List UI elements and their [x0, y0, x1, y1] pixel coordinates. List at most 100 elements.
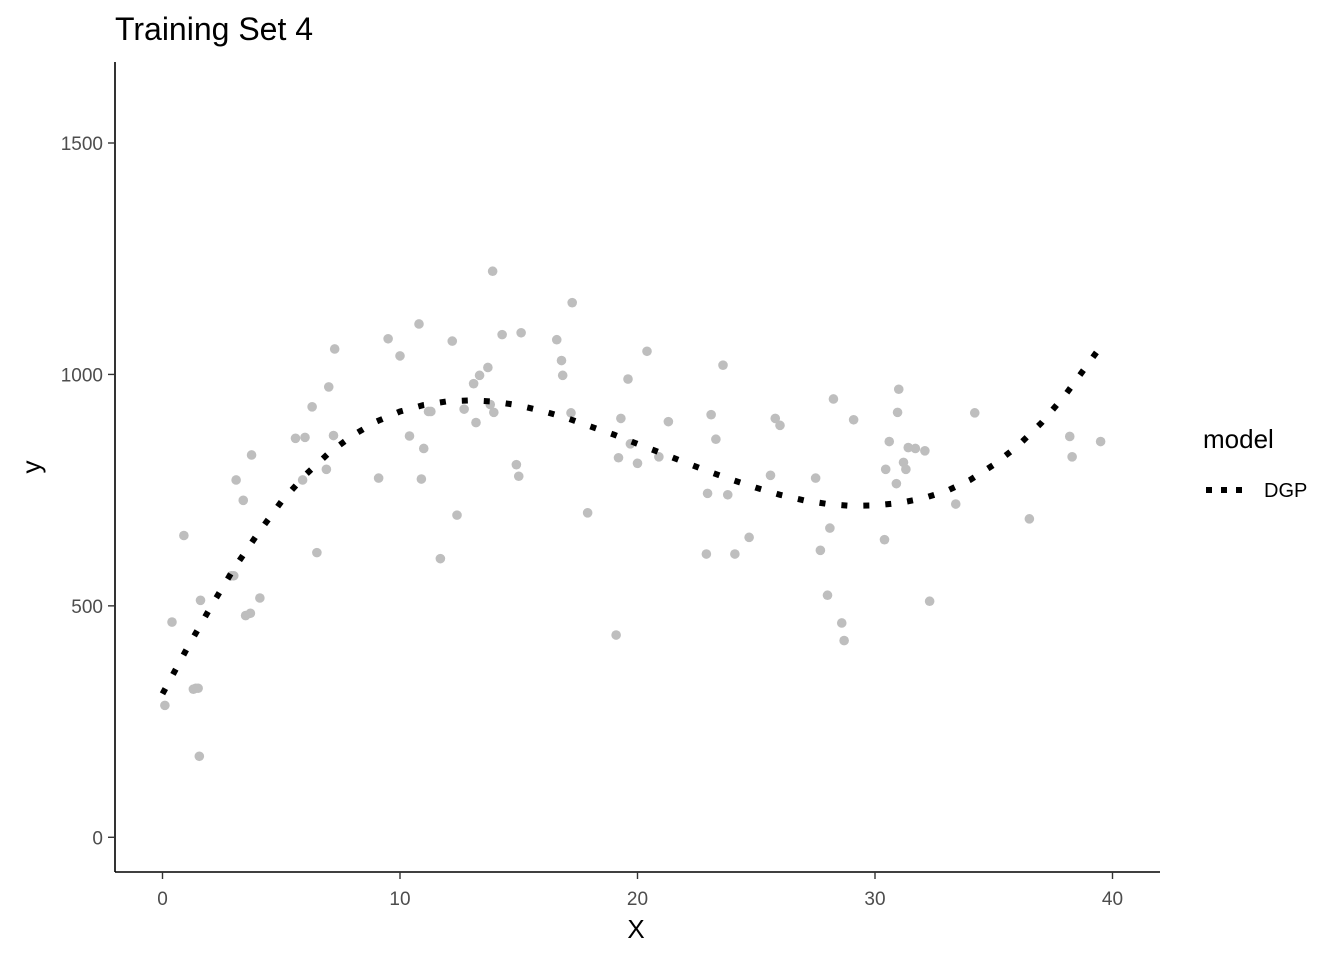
- data-point-53: [567, 297, 577, 308]
- y-axis-ticks: 0 500 1000 1500: [61, 134, 115, 849]
- data-point-79: [828, 394, 839, 404]
- data-point-24: [329, 344, 340, 354]
- data-point-11: [238, 495, 249, 506]
- data-point-75: [810, 473, 821, 483]
- data-point-55: [611, 630, 621, 640]
- x-tick-label-20: 20: [627, 889, 648, 910]
- data-point-38: [468, 378, 479, 389]
- data-point-31: [418, 443, 429, 454]
- y-tick-label-500: 500: [71, 597, 103, 618]
- data-point-49: [551, 334, 562, 345]
- data-point-78: [825, 523, 835, 533]
- data-point-7: [195, 595, 206, 606]
- data-point-1: [167, 617, 177, 627]
- data-point-58: [623, 374, 633, 384]
- data-point-40: [474, 370, 485, 381]
- data-point-17: [297, 475, 308, 485]
- data-point-81: [839, 635, 849, 646]
- data-point-70: [730, 549, 740, 559]
- data-point-18: [300, 432, 310, 443]
- data-point-91: [903, 442, 914, 453]
- data-point-71: [744, 532, 754, 543]
- data-point-87: [892, 407, 903, 418]
- y-tick-label-1000: 1000: [61, 365, 103, 386]
- y-tick-label-0: 0: [92, 828, 103, 849]
- data-point-48: [516, 327, 526, 338]
- data-point-54: [582, 508, 593, 518]
- data-point-43: [487, 266, 498, 277]
- data-point-85: [884, 436, 895, 447]
- data-point-63: [663, 416, 674, 427]
- data-point-2: [179, 530, 189, 541]
- data-point-64: [701, 549, 712, 559]
- dgp-line: [159, 344, 1104, 696]
- data-point-60: [632, 458, 643, 469]
- data-point-90: [901, 464, 911, 475]
- data-point-57: [616, 413, 626, 424]
- x-axis-ticks: 0 10 20 30 40: [157, 872, 1123, 910]
- data-point-66: [706, 409, 716, 420]
- legend: model DGP: [1203, 424, 1307, 502]
- data-point-88: [893, 384, 904, 395]
- data-point-56: [613, 452, 624, 463]
- data-point-97: [1024, 514, 1035, 524]
- data-point-73: [770, 413, 781, 424]
- y-tick-label-1500: 1500: [61, 134, 103, 155]
- data-point-6: [194, 751, 205, 762]
- data-point-84: [880, 464, 891, 475]
- x-tick-label-0: 0: [157, 889, 168, 910]
- data-point-22: [323, 382, 334, 392]
- data-point-83: [879, 534, 890, 545]
- data-point-26: [383, 333, 393, 344]
- data-point-76: [815, 545, 826, 556]
- data-point-27: [395, 351, 405, 361]
- data-point-95: [950, 499, 961, 509]
- legend-label-dgp: DGP: [1264, 480, 1307, 502]
- data-point-30: [416, 474, 427, 484]
- data-point-61: [642, 346, 652, 357]
- data-point-19: [307, 402, 317, 412]
- data-point-98: [1064, 431, 1075, 442]
- data-point-29: [414, 319, 424, 329]
- data-point-68: [718, 360, 728, 370]
- data-point-35: [447, 336, 458, 346]
- scatter-points: [160, 266, 1106, 762]
- data-point-5: [193, 683, 203, 694]
- data-point-96: [969, 408, 980, 418]
- x-tick-label-10: 10: [389, 889, 410, 910]
- data-point-39: [471, 417, 481, 428]
- data-point-52: [566, 408, 576, 418]
- data-point-34: [435, 553, 446, 564]
- data-point-14: [246, 450, 257, 460]
- data-point-16: [290, 433, 301, 444]
- data-point-15: [255, 593, 265, 603]
- x-tick-label-30: 30: [864, 889, 885, 910]
- data-point-44: [489, 407, 499, 418]
- data-point-72: [765, 470, 776, 481]
- data-point-47: [513, 471, 524, 482]
- data-point-36: [452, 510, 462, 520]
- data-point-74: [775, 420, 785, 431]
- data-point-92: [910, 443, 921, 454]
- data-point-10: [231, 475, 241, 485]
- data-point-45: [497, 329, 507, 340]
- data-point-21: [321, 464, 332, 475]
- data-point-99: [1067, 452, 1077, 462]
- data-point-25: [373, 473, 384, 483]
- data-point-93: [920, 446, 930, 456]
- data-point-20: [312, 547, 322, 558]
- data-point-69: [722, 489, 733, 500]
- x-tick-label-40: 40: [1102, 889, 1123, 910]
- data-point-100: [1095, 436, 1106, 447]
- legend-title: model: [1203, 424, 1274, 454]
- data-point-28: [404, 431, 415, 441]
- data-point-0: [160, 700, 170, 711]
- data-point-67: [711, 434, 721, 445]
- data-point-65: [702, 488, 713, 499]
- x-axis-title: X: [627, 914, 644, 944]
- data-point-51: [557, 370, 568, 381]
- data-point-82: [848, 414, 859, 425]
- data-point-80: [836, 618, 847, 628]
- data-point-86: [891, 478, 902, 489]
